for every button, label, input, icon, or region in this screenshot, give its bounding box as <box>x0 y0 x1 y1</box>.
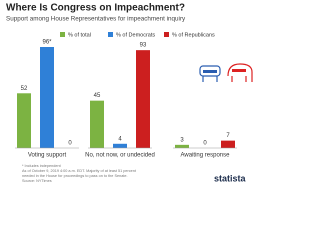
bar <box>17 93 31 148</box>
chart-subtitle: Support among House Representatives for … <box>6 16 186 23</box>
bar <box>136 50 150 148</box>
chart: Where Is Congress on Impeachment? Suppor… <box>0 0 266 189</box>
legend-swatch <box>60 32 65 37</box>
value-label: 0 <box>68 141 72 147</box>
footnote: * Includes independent <box>22 164 62 168</box>
elephant-icon <box>227 63 253 82</box>
x-tick-label: No, not now, or undecided <box>85 153 155 159</box>
bar <box>221 140 235 148</box>
value-label: 3 <box>180 137 184 143</box>
x-tick-label: Awaiting response <box>181 153 231 159</box>
background <box>0 0 266 189</box>
value-label: 7 <box>226 133 230 139</box>
x-tick-label: Voting support <box>28 153 67 159</box>
footnote: needed in the House for proceedings to p… <box>22 174 128 178</box>
value-label: 96* <box>42 40 52 46</box>
value-label: 45 <box>94 93 101 99</box>
value-label: 93 <box>140 43 147 49</box>
value-label: 4 <box>118 136 122 142</box>
legend-swatch <box>108 32 113 37</box>
logo-text: statista <box>214 173 247 183</box>
legend-swatch <box>164 32 169 37</box>
bar <box>175 144 189 148</box>
bar <box>90 100 104 148</box>
chart-title: Where Is Congress on Impeachment? <box>6 3 185 14</box>
value-label: 0 <box>203 141 207 147</box>
legend-label: % of Democrats <box>116 32 155 38</box>
logo: statista <box>214 173 247 183</box>
bar <box>40 47 54 148</box>
footnote: Source: NYTimes <box>22 179 52 183</box>
legend-label: % of Republicans <box>172 32 215 38</box>
footnote: As of October 9, 2019 4:00 a.m. EDT. Maj… <box>22 169 137 173</box>
donkey-icon <box>199 65 221 82</box>
bar <box>113 143 127 148</box>
value-label: 52 <box>21 86 28 92</box>
legend-label: % of total <box>68 32 91 38</box>
